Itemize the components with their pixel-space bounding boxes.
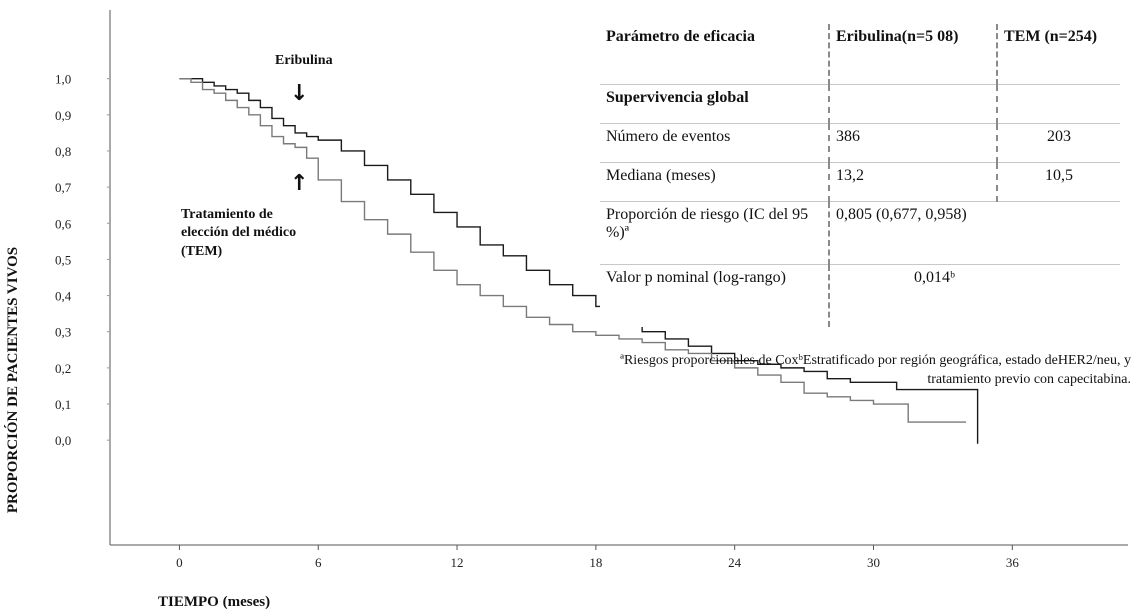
tem-label-line-1: Tratamiento de: [181, 207, 273, 222]
x-tick-label: 36: [1006, 555, 1020, 570]
y-axis-title: PROPORCIÓN DE PACIENTES VIVOS: [4, 247, 21, 513]
x-tick-label: 30: [867, 555, 880, 570]
y-tick-label: 0,6: [55, 216, 72, 231]
row-eribulina: 386: [828, 123, 997, 163]
x-tick-label: 12: [451, 555, 464, 570]
efficacy-table: Parámetro de eficacia Eribulina(n=5 08) …: [600, 24, 1120, 327]
x-axis-title: TIEMPO (meses): [158, 594, 270, 610]
section-empty-1: [828, 84, 997, 124]
table-row: Valor p nominal (log-rango) 0,014ᵇ: [600, 264, 1120, 327]
y-tick-label: 0,1: [55, 397, 71, 412]
eribulina-survival-curve: [179, 77, 979, 444]
row-label: Mediana (meses): [600, 162, 829, 202]
y-tick-label: 0,8: [55, 144, 71, 159]
row-label: Número de eventos: [600, 123, 829, 163]
table-row: Número de eventos 386 203: [600, 123, 1120, 163]
x-tick-label: 0: [176, 555, 183, 570]
section-row: Supervivencia global: [600, 84, 1120, 124]
y-tick-label: 0,3: [55, 325, 71, 340]
y-tick-label: 0,2: [55, 361, 71, 376]
row-eribulina: 13,2: [828, 162, 997, 202]
table-header-row: Parámetro de eficacia Eribulina(n=5 08) …: [600, 24, 1120, 85]
x-tick-label: 18: [589, 555, 602, 570]
tem-arrow-icon: ↑: [290, 171, 308, 196]
x-tick-label: 24: [728, 555, 742, 570]
eribulina-label: Eribulina: [275, 53, 333, 68]
tem-survival-curve: [179, 77, 967, 423]
pvalue-label: Valor p nominal (log-rango): [606, 269, 786, 286]
x-tick-label: 6: [315, 555, 322, 570]
hazard-value: 0,805 (0,677, 0,958): [828, 201, 1120, 265]
row-tem: 203: [996, 123, 1120, 163]
tem-label: Tratamiento de elección del médico (TEM): [181, 207, 300, 259]
table-row: Mediana (meses) 13,2 10,5: [600, 162, 1120, 202]
y-tick-label: 0,0: [55, 433, 71, 448]
section-label: Supervivencia global: [600, 84, 829, 124]
y-tick-label: 0,5: [55, 252, 71, 267]
tem-label-line-3: (TEM): [181, 244, 223, 259]
y-tick-label: 0,4: [55, 289, 72, 304]
y-tick-label: 0,7: [55, 180, 72, 195]
tem-label-line-2: elección del médico: [181, 225, 296, 240]
header-tem: TEM (n=254): [996, 24, 1120, 85]
table-footnote: ªRiesgos proporcionales de CoxᵇEstratifi…: [620, 353, 1131, 387]
hazard-label: Proporción de riesgo (IC del 95 %)ª: [600, 201, 829, 265]
row-tem: 10,5: [996, 162, 1120, 202]
y-tick-label: 1,0: [55, 72, 71, 87]
header-param: Parámetro de eficacia: [600, 24, 829, 85]
section-empty-2: [996, 84, 1120, 124]
header-eribulina: Eribulina(n=5 08): [828, 24, 997, 85]
eribulina-arrow-icon: ↓: [290, 81, 308, 106]
pvalue-value: 0,014ᵇ: [828, 264, 1120, 327]
table-row: Proporción de riesgo (IC del 95 %)ª 0,80…: [600, 201, 1120, 265]
y-tick-label: 0,9: [55, 108, 71, 123]
